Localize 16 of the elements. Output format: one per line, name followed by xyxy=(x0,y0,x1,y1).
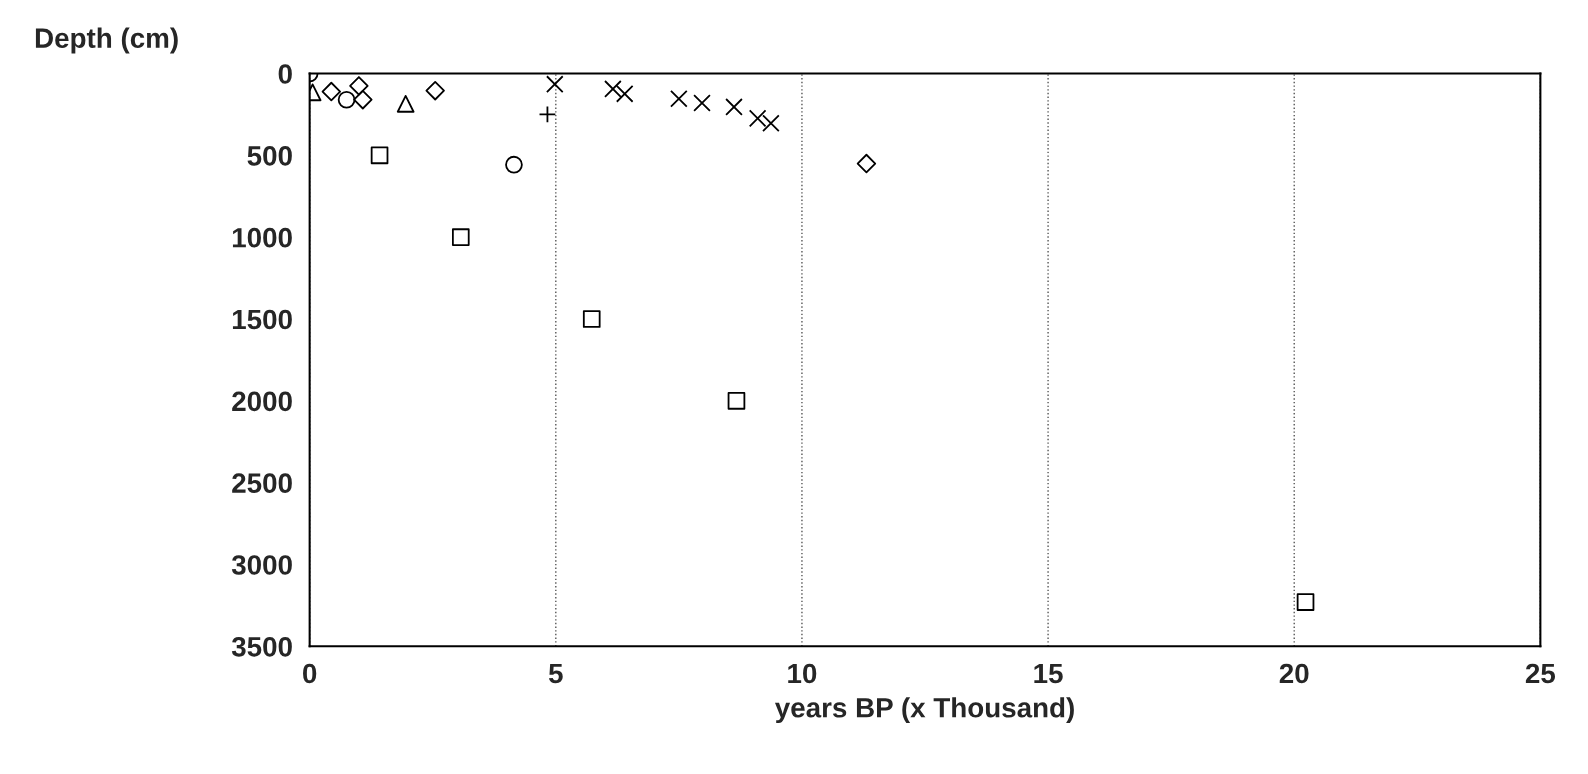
x-tick-label: 0 xyxy=(303,663,317,684)
x-tick-label: 20 xyxy=(1279,663,1309,684)
y-axis-title: Depth (cm) xyxy=(35,27,178,54)
x-tick-label: 10 xyxy=(788,663,817,684)
y-tick-label: 2000 xyxy=(232,391,292,412)
y-tick-label: 500 xyxy=(247,146,292,166)
y-tick-label: 1500 xyxy=(232,309,292,330)
y-tick-label: 2500 xyxy=(232,473,292,493)
y-tick-label: 0 xyxy=(278,64,292,84)
x-tick-label: 25 xyxy=(1525,663,1556,684)
y-tick-label: 1000 xyxy=(232,227,292,248)
x-tick-label: 5 xyxy=(548,663,563,684)
y-tick-label: 3000 xyxy=(231,555,292,575)
x-axis-title: years BP (x Thousand) xyxy=(774,697,1074,724)
y-tick-label: 3500 xyxy=(231,636,292,657)
x-tick-label: 15 xyxy=(1034,663,1063,684)
